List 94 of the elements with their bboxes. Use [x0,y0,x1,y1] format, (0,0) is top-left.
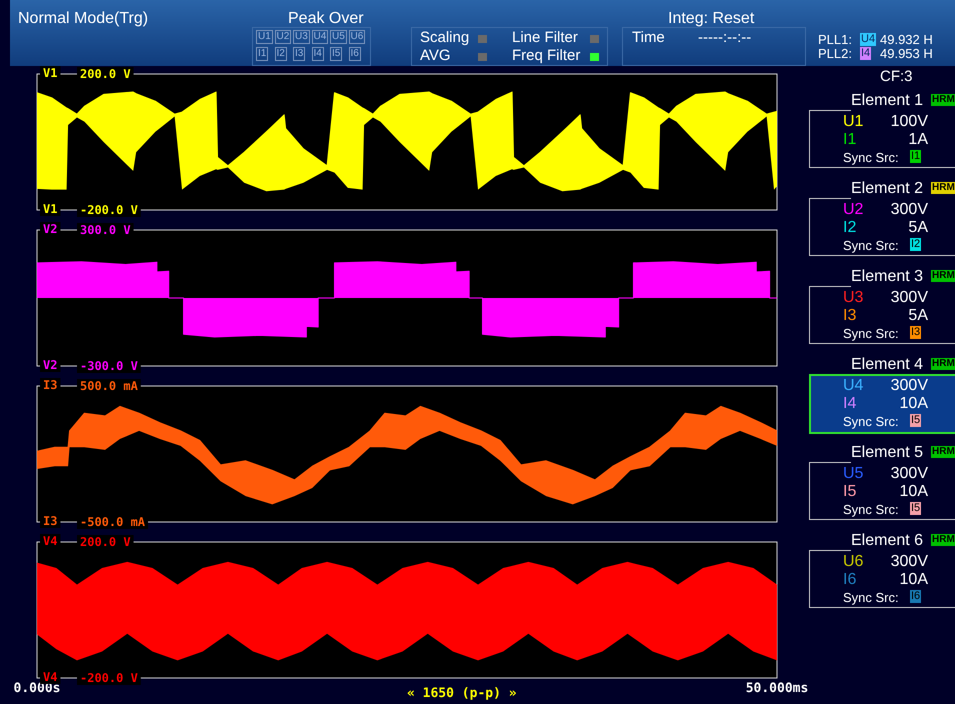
text: Element 6 [851,532,924,549]
text: 100V [890,113,928,130]
text: « 1650 (p-p) » [407,686,517,701]
text: 10A [900,395,928,412]
y-axis-title: V1 [43,66,58,80]
text: 300V [890,465,928,482]
text: Freq Filter [512,47,580,64]
y-axis-title: I3 [43,378,58,392]
text: I3 [843,307,856,324]
text: V1 [43,202,58,216]
text: Sync Src: [843,325,899,342]
text: U3 [843,289,864,306]
text: Scaling [420,29,470,46]
text: Element 3 [851,268,924,285]
text: U5 [843,465,864,482]
text: HRM [931,446,955,458]
text: PLL1: [818,32,852,47]
text: U2 [274,30,292,44]
text: U5 [330,30,347,44]
text: U4 [860,33,876,46]
text: U1 [843,113,864,130]
text: I4 [860,47,872,60]
text: V4 [43,670,58,684]
text: I5 [910,502,922,515]
text: I4 [312,47,324,61]
text: 300V [890,377,928,394]
text: CF:3 [880,68,913,85]
text: I1 [843,131,856,148]
text: U3 [293,30,310,44]
text: I2 [843,219,856,236]
text: I3 [43,514,58,528]
y-tick-label: 200.0 V [80,67,131,81]
text: Line Filter [512,29,578,46]
text: 5A [908,307,928,324]
text: I5 [843,483,856,500]
text: I1 [256,47,268,61]
text: HRM [931,94,955,106]
y-tick-label: -500.0 mA [80,515,146,529]
text: Element 4 [851,356,924,373]
text: I6 [843,571,856,588]
y-tick-label: -200.0 V [80,671,138,685]
text: U2 [843,201,864,218]
text: Element 1 [851,92,924,109]
text: 10A [900,571,928,588]
y-tick-label: 300.0 V [80,223,131,237]
x-tick-label: 50.000ms [746,681,808,696]
text: I1 [910,150,922,163]
text: PLL2: [818,46,852,61]
text: Normal Mode(Trg) [18,10,148,27]
text: AVG [420,47,451,64]
text: U6 [843,553,864,570]
text: I3 [910,326,922,339]
text: Sync Src: [843,589,899,606]
text: U4 [312,30,328,44]
y-tick-label: 200.0 V [80,535,131,549]
text: 49.953 H [880,46,933,61]
text: HRM [931,182,955,194]
text: I2 [910,238,922,251]
y-tick-label: -300.0 V [80,359,138,373]
text: Integ: Reset [668,10,754,27]
y-axis-title: V2 [43,222,58,236]
text: 10A [900,483,928,500]
text: HRM [931,534,955,546]
text: I6 [910,590,922,603]
text: Element 5 [851,444,924,461]
text: Time [632,29,665,46]
text: Element 2 [851,180,924,197]
text: I3 [293,47,306,61]
text: HRM [931,270,955,282]
y-tick-label: 500.0 mA [80,379,139,393]
text: I5 [330,47,342,61]
text: U4 [843,377,864,394]
text: Peak Over [288,10,364,27]
text: I6 [348,47,361,61]
text: Sync Src: [843,237,899,254]
text: 49.932 H [880,32,933,47]
y-tick-label: -200.0 V [80,203,138,217]
text: I5 [910,414,922,427]
text: V2 [43,358,58,372]
text: 5A [908,219,928,236]
text: 1A [908,131,928,148]
text: Sync Src: [843,149,899,166]
text: Sync Src: [843,413,899,430]
text: U6 [348,30,366,44]
text: HRM [931,358,955,370]
text: I2 [274,47,287,61]
text: 300V [890,289,928,306]
text: 300V [890,553,928,570]
text: -----:--:-- [698,29,752,46]
y-axis-title: V4 [43,534,58,548]
text: U1 [256,30,273,44]
text: 300V [890,201,928,218]
text: I4 [843,395,856,412]
text: Sync Src: [843,501,899,518]
